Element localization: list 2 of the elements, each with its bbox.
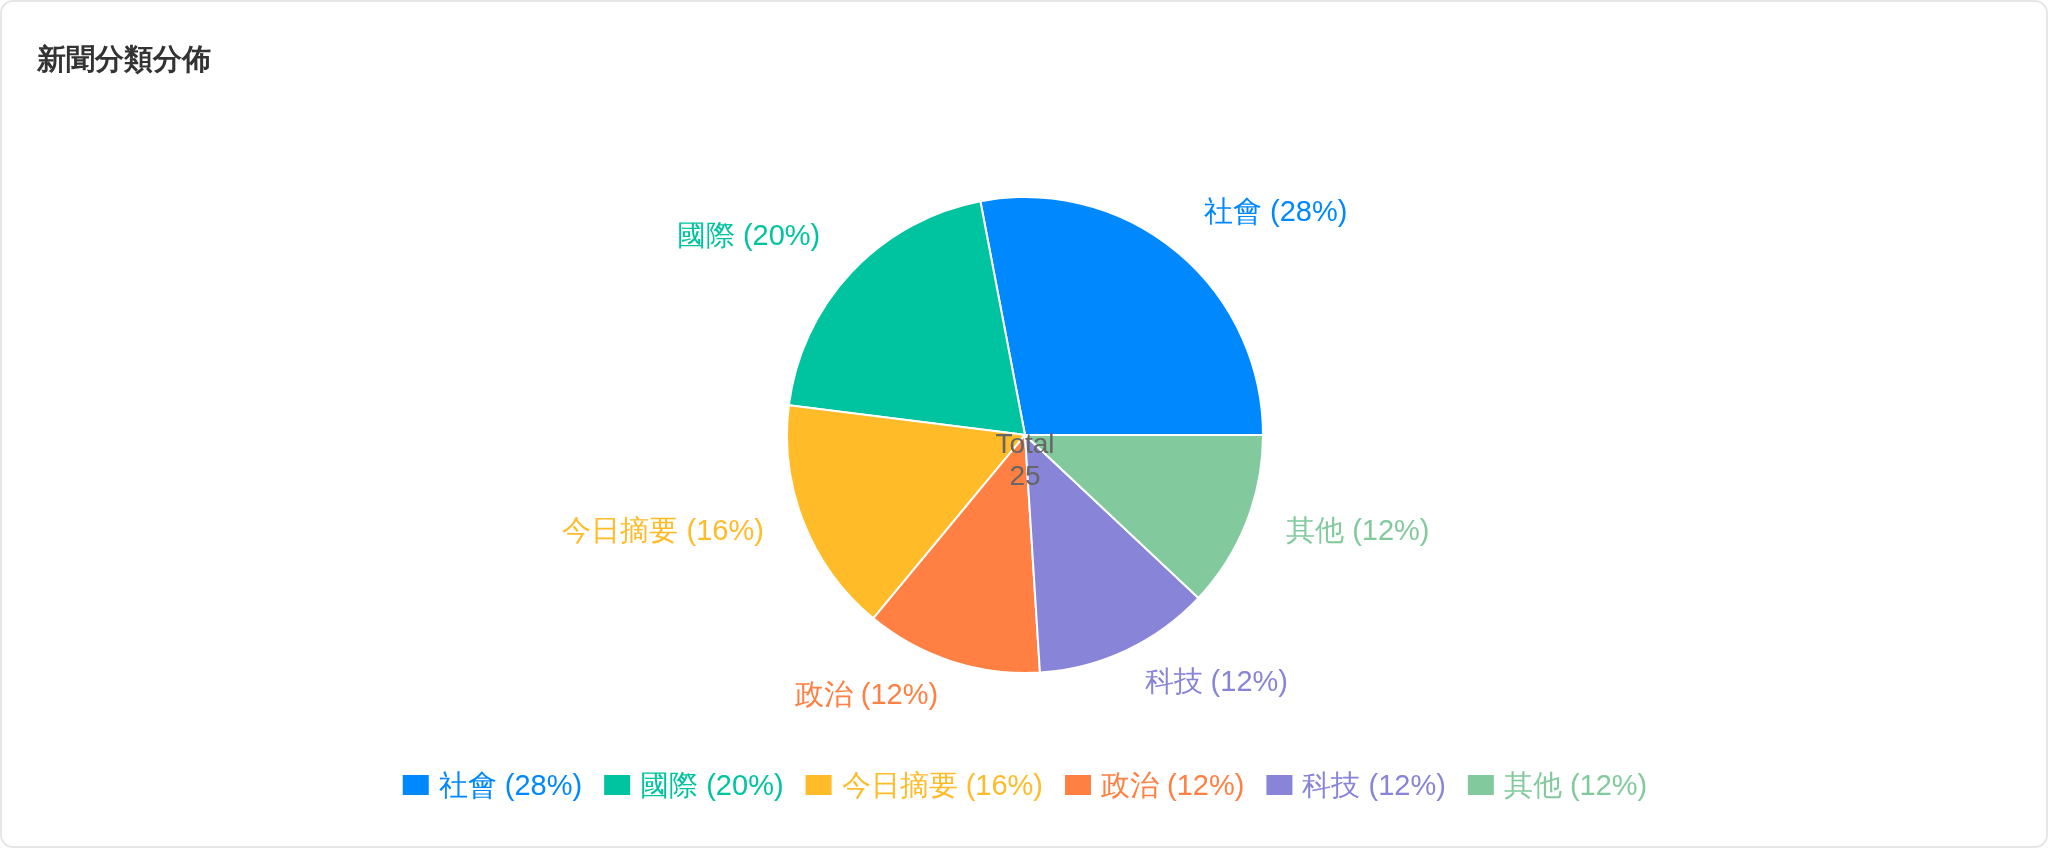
annotation: Total — [995, 427, 1055, 459]
title: 新聞分類分佈 — [37, 43, 211, 75]
